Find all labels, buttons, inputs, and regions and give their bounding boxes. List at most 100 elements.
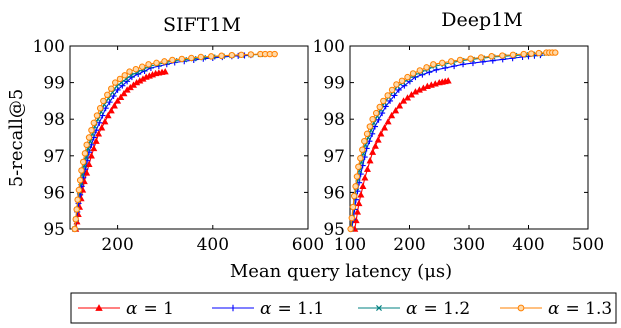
data-point-fill (357, 155, 364, 162)
data-point (355, 199, 363, 207)
y-tick-label: 95 (323, 220, 345, 240)
data-point (488, 53, 495, 60)
x-tick-label: 400 (512, 235, 544, 255)
data-point-fill (138, 63, 146, 70)
data-point (361, 137, 368, 145)
series-line (350, 52, 556, 230)
data-point-fill (120, 89, 128, 97)
data-point-fill (509, 51, 517, 58)
data-point-fill (363, 165, 371, 172)
data-point-fill (384, 92, 391, 99)
x-axis-label: Mean query latency (μs) (230, 261, 452, 282)
data-point (361, 174, 369, 181)
data-point-fill (447, 58, 455, 65)
data-point (369, 116, 376, 123)
legend-frame (70, 292, 617, 324)
data-point-fill (528, 50, 535, 57)
data-point-fill (404, 94, 412, 101)
data-point-fill (247, 51, 255, 58)
data-point (95, 130, 103, 137)
data-point-fill (396, 102, 404, 109)
data-point-fill (388, 86, 396, 94)
data-point (78, 167, 85, 174)
data-point-fill (116, 75, 124, 83)
legend-marker (376, 305, 382, 311)
data-point-fill (107, 107, 115, 114)
data-point-fill (72, 216, 79, 223)
data-point (104, 111, 112, 119)
data-point-fill (359, 182, 367, 189)
data-point-fill (98, 124, 106, 131)
y-tick-label: 98 (323, 110, 345, 130)
data-point-fill (117, 93, 125, 100)
data-point (380, 97, 387, 105)
data-point (112, 79, 119, 86)
data-point-fill (467, 55, 474, 62)
data-point-fill (104, 91, 111, 99)
x-tick-label: 600 (292, 235, 324, 255)
series-1 (351, 77, 452, 232)
data-point-fill (372, 109, 380, 117)
legend-marker (229, 304, 237, 312)
data-point (114, 97, 122, 104)
data-point-fill (188, 54, 195, 62)
y-tick-label: 96 (323, 183, 345, 203)
legend-entry: α = 1.3 (500, 299, 612, 319)
data-point-fill (132, 65, 140, 73)
data-point (197, 53, 205, 61)
data-point-fill (439, 59, 446, 67)
data-point-fill (121, 72, 128, 79)
data-point-fill (101, 118, 109, 125)
y-axis-label: 5-recall@5 (6, 89, 27, 188)
chart-panel-deep1m: Deep1M 95 96 97 98 99 100 100 200 300 400 500 (313, 9, 605, 255)
data-point-fill (76, 177, 84, 184)
data-point (145, 61, 152, 68)
data-point-fill (81, 150, 89, 157)
data-point-fill (381, 124, 389, 131)
plot-area: 95 96 97 98 99 100 100 200 300 400 500 (313, 37, 605, 255)
data-point-fill (357, 191, 365, 198)
data-point (393, 81, 400, 88)
axes-frame (349, 45, 589, 230)
plot-area: 95 96 97 98 99 100 200 400 600 (33, 37, 325, 255)
data-point-fill (92, 137, 100, 144)
x-tick-label: 300 (453, 235, 485, 255)
y-tick-label: 95 (43, 220, 65, 240)
series-line (74, 54, 251, 230)
axes-frame (69, 45, 309, 230)
data-point-fill (469, 60, 476, 67)
data-point (388, 111, 396, 119)
data-point (369, 148, 377, 155)
data-point-fill (79, 158, 87, 166)
x-tick-label: 100 (334, 235, 366, 255)
chart-panel-sift1m: SIFT1M 95 96 97 98 99 100 200 400 600 (33, 14, 325, 255)
data-point (444, 77, 452, 84)
data-point-fill (83, 169, 91, 176)
data-point (100, 97, 107, 105)
data-point-fill (108, 85, 115, 92)
data-point (400, 97, 408, 104)
data-point (347, 225, 354, 233)
data-point-fill (366, 123, 374, 130)
legend-label: α = 1 (126, 299, 174, 319)
y-tick-label: 97 (323, 147, 345, 167)
data-point-fill (352, 183, 359, 190)
data-point-fill (178, 55, 186, 63)
data-point (377, 130, 385, 137)
data-point-fill (499, 52, 506, 59)
legend-label: α = 1.1 (260, 299, 324, 319)
series-4 (71, 50, 278, 233)
data-point-fill (363, 130, 371, 138)
data-point (552, 49, 559, 56)
data-point-fill (75, 186, 83, 194)
data-point-fill (85, 134, 93, 141)
data-point (430, 61, 437, 68)
data-point (87, 152, 95, 159)
y-tick-label: 100 (33, 37, 65, 57)
chart-title: SIFT1M (163, 14, 241, 36)
data-point-fill (354, 208, 362, 215)
data-point-fill (238, 51, 245, 58)
y-tick-label: 100 (313, 37, 345, 57)
data-point-fill (93, 112, 101, 119)
